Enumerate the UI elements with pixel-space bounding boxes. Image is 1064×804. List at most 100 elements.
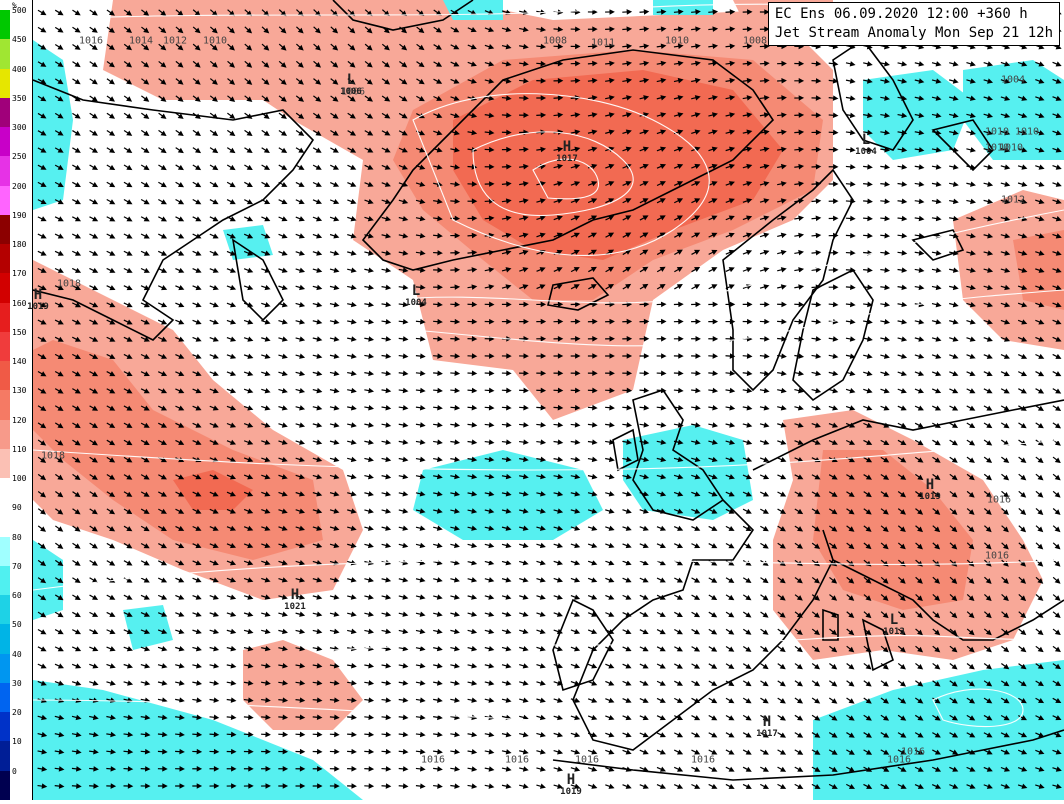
legend-tick-label: 350 <box>12 95 26 103</box>
legend-tick-label: 160 <box>12 300 26 308</box>
isobar-label: 1016 <box>575 755 599 766</box>
isobar-label: 1011 <box>591 38 615 49</box>
center-letter: H <box>556 140 578 154</box>
center-value: 1017 <box>756 729 778 739</box>
legend-tick-label: 300 <box>12 124 26 132</box>
legend-tick-label: 250 <box>12 153 26 161</box>
center-value: 1021 <box>284 602 306 612</box>
legend-tick-label: 150 <box>12 329 26 337</box>
isobar-label: 1012 <box>163 36 187 47</box>
legend-swatch <box>0 10 10 40</box>
title-line-2: Jet Stream Anomaly Mon Sep 21 12h <box>775 24 1053 43</box>
legend-swatch <box>0 712 10 742</box>
legend-swatch <box>0 156 10 186</box>
map-canvas <box>33 0 1064 800</box>
isobar-label: 1012 <box>1001 195 1025 206</box>
isobar-label: 1010 <box>999 143 1023 154</box>
legend-tick-label: 70 <box>12 563 22 571</box>
legend-tick-label: 80 <box>12 534 22 542</box>
legend-swatch <box>0 478 10 508</box>
legend-swatch <box>0 303 10 333</box>
legend-tick-label: 190 <box>12 212 26 220</box>
legend-swatch <box>0 741 10 771</box>
legend-tick-label: 50 <box>12 621 22 629</box>
legend-tick-label: 130 <box>12 387 26 395</box>
center-value: 1004 <box>855 147 877 157</box>
isobar-label: 1018 <box>57 279 81 290</box>
legend-tick-label: 10 <box>12 738 22 746</box>
legend-swatch <box>0 420 10 450</box>
legend-swatch <box>0 566 10 596</box>
legend-swatch <box>0 624 10 654</box>
isobar-label: 1008 <box>743 36 767 47</box>
isobar-label: 1016 <box>505 755 529 766</box>
legend-swatch <box>0 683 10 713</box>
map-title: EC Ens 06.09.2020 12:00 +360 h Jet Strea… <box>768 2 1060 46</box>
center-letter: L <box>883 613 905 627</box>
center-letter: L <box>405 284 427 298</box>
legend-tick-label: 100 <box>12 475 26 483</box>
legend-swatch <box>0 39 10 69</box>
isobar-label: 1014 <box>129 36 153 47</box>
legend-swatch <box>0 537 10 567</box>
legend-tick-label: 120 <box>12 417 26 425</box>
center-value: 1019 <box>27 302 49 312</box>
center-letter: L <box>340 73 362 87</box>
isobar-label: 1010 <box>203 36 227 47</box>
isobar-label: 1016 <box>79 36 103 47</box>
isobar-label: 1008 <box>543 36 567 47</box>
legend-tick-label: 200 <box>12 183 26 191</box>
isobar-label: 1010 <box>665 36 689 47</box>
legend-swatch <box>0 98 10 128</box>
anomaly-region <box>623 425 753 520</box>
legend-swatch <box>0 449 10 479</box>
isobar-label: 1016 <box>691 755 715 766</box>
legend-tick-label: 20 <box>12 709 22 717</box>
legend-swatch <box>0 595 10 625</box>
legend-swatch <box>0 507 10 537</box>
isobar-label: 1016 <box>987 495 1011 506</box>
legend-tick-label: 40 <box>12 651 22 659</box>
legend-tick-label: 400 <box>12 66 26 74</box>
legend-swatch <box>0 361 10 391</box>
legend-swatch <box>0 390 10 420</box>
legend-swatch <box>0 332 10 362</box>
legend-swatch <box>0 127 10 157</box>
legend-tick-label: 140 <box>12 358 26 366</box>
center-value: 1019 <box>560 787 582 797</box>
title-line-1: EC Ens 06.09.2020 12:00 +360 h <box>775 5 1053 24</box>
center-value: 1019 <box>919 492 941 502</box>
legend-tick-label: 110 <box>12 446 26 454</box>
legend-swatch <box>0 244 10 274</box>
center-letter: H <box>919 478 941 492</box>
legend-tick-label: 60 <box>12 592 22 600</box>
isobar-label: 1018 <box>41 451 65 462</box>
center-letter: H <box>560 773 582 787</box>
center-value: 1017 <box>556 154 578 164</box>
legend-swatch <box>0 69 10 99</box>
legend-tick-label: 90 <box>12 504 22 512</box>
legend-tick-label: 180 <box>12 241 26 249</box>
center-letter: H <box>756 715 778 729</box>
legend-swatch <box>0 186 10 216</box>
legend-tick-label: 450 <box>12 36 26 44</box>
center-value: 1004 <box>405 298 427 308</box>
center-letter: H <box>284 588 306 602</box>
isobar-label: 1010 <box>985 127 1009 138</box>
center-value: 1013 <box>883 627 905 637</box>
legend-swatch <box>0 771 10 801</box>
legend-tick-label: 0 <box>12 768 17 776</box>
legend-swatch <box>0 215 10 245</box>
isobar-label: 1016 <box>901 747 925 758</box>
legend-swatch <box>0 273 10 303</box>
